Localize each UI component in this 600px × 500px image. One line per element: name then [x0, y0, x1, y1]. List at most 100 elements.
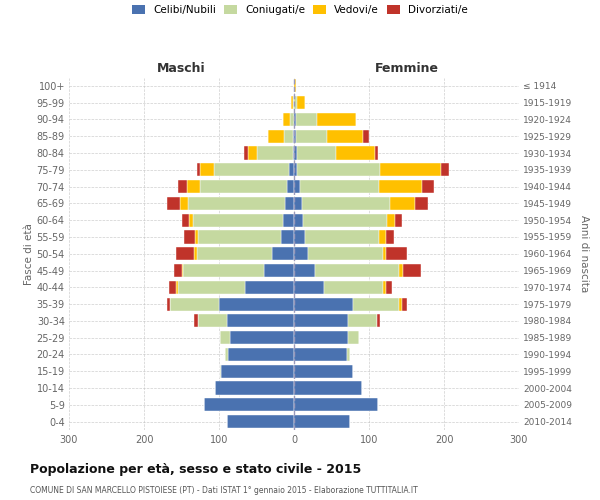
Bar [386, 247, 407, 260]
Bar [197, 247, 271, 260]
Bar [294, 130, 296, 143]
Bar [169, 281, 176, 294]
Bar [167, 197, 180, 210]
Bar [293, 130, 294, 143]
Bar [283, 113, 290, 126]
Bar [225, 348, 228, 361]
Bar [182, 214, 189, 226]
Bar [268, 130, 284, 143]
Bar [294, 281, 324, 294]
Text: Femmine: Femmine [374, 62, 439, 75]
Bar [422, 180, 433, 193]
Bar [215, 382, 294, 394]
Text: Popolazione per età, sesso e stato civile - 2015: Popolazione per età, sesso e stato civil… [30, 462, 361, 475]
Text: Maschi: Maschi [157, 62, 206, 75]
Bar [194, 247, 197, 260]
Bar [228, 348, 294, 361]
Bar [248, 146, 257, 160]
Legend: Celibi/Nubili, Coniugati/e, Vedovi/e, Divorziati/e: Celibi/Nubili, Coniugati/e, Vedovi/e, Di… [132, 5, 468, 15]
Bar [377, 314, 380, 328]
Bar [305, 230, 379, 243]
Bar [353, 298, 399, 310]
Bar [289, 164, 294, 176]
Bar [197, 164, 200, 176]
Bar [174, 264, 182, 277]
Bar [294, 398, 378, 411]
Bar [214, 164, 289, 176]
Bar [294, 214, 303, 226]
Bar [387, 214, 395, 226]
Bar [363, 130, 369, 143]
Bar [348, 331, 359, 344]
Bar [399, 264, 403, 277]
Bar [194, 314, 198, 328]
Bar [264, 264, 294, 277]
Bar [294, 298, 353, 310]
Bar [245, 281, 294, 294]
Bar [294, 314, 348, 328]
Bar [296, 113, 317, 126]
Bar [294, 348, 347, 361]
Bar [308, 247, 383, 260]
Bar [200, 180, 287, 193]
Bar [317, 113, 355, 126]
Bar [294, 180, 300, 193]
Bar [383, 247, 386, 260]
Bar [390, 197, 415, 210]
Bar [399, 298, 402, 310]
Bar [294, 230, 305, 243]
Bar [386, 230, 394, 243]
Bar [302, 197, 390, 210]
Bar [294, 197, 302, 210]
Bar [184, 230, 195, 243]
Bar [297, 146, 336, 160]
Bar [291, 96, 293, 109]
Bar [294, 146, 297, 160]
Bar [294, 364, 353, 378]
Bar [415, 197, 428, 210]
Bar [294, 331, 348, 344]
Bar [290, 113, 294, 126]
Bar [294, 382, 361, 394]
Bar [297, 96, 305, 109]
Bar [296, 130, 327, 143]
Text: COMUNE DI SAN MARCELLO PISTOIESE (PT) - Dati ISTAT 1° gennaio 2015 - Elaborazion: COMUNE DI SAN MARCELLO PISTOIESE (PT) - … [30, 486, 418, 495]
Bar [271, 247, 294, 260]
Bar [287, 180, 294, 193]
Bar [383, 281, 386, 294]
Bar [293, 146, 294, 160]
Bar [284, 130, 293, 143]
Bar [402, 298, 407, 310]
Bar [294, 96, 297, 109]
Bar [221, 364, 294, 378]
Bar [183, 264, 264, 277]
Bar [219, 298, 294, 310]
Y-axis label: Fasce di età: Fasce di età [23, 223, 34, 284]
Bar [257, 146, 293, 160]
Bar [220, 364, 221, 378]
Bar [300, 180, 379, 193]
Bar [303, 214, 387, 226]
Bar [379, 180, 422, 193]
Bar [348, 314, 377, 328]
Bar [187, 197, 285, 210]
Bar [285, 197, 294, 210]
Bar [386, 281, 392, 294]
Bar [189, 214, 193, 226]
Bar [230, 331, 294, 344]
Bar [294, 113, 296, 126]
Bar [327, 130, 363, 143]
Y-axis label: Anni di nascita: Anni di nascita [579, 215, 589, 292]
Bar [294, 164, 297, 176]
Bar [204, 398, 294, 411]
Bar [347, 348, 349, 361]
Bar [244, 146, 248, 160]
Bar [294, 247, 308, 260]
Bar [170, 298, 219, 310]
Bar [167, 298, 170, 310]
Bar [297, 164, 380, 176]
Bar [178, 281, 245, 294]
Bar [283, 214, 294, 226]
Bar [200, 164, 214, 176]
Bar [403, 264, 421, 277]
